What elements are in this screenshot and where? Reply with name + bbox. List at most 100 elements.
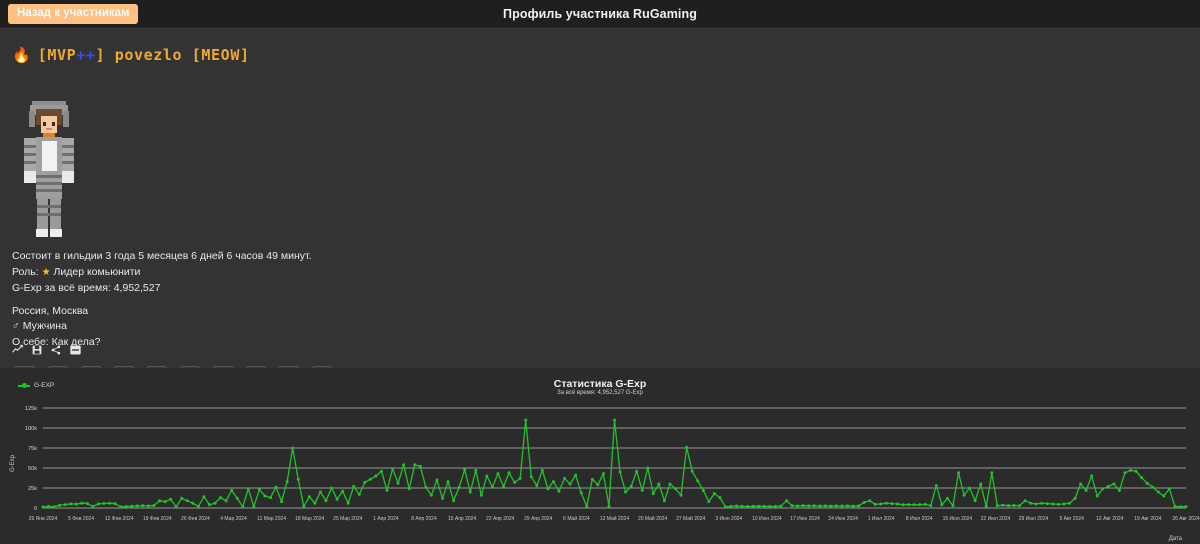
chart-data-point[interactable] bbox=[1079, 482, 1083, 486]
chart-data-point[interactable] bbox=[496, 472, 500, 476]
chart-data-point[interactable] bbox=[413, 463, 417, 467]
chart-legend[interactable]: G-EXP bbox=[18, 382, 54, 389]
chart-data-point[interactable] bbox=[74, 502, 78, 506]
chart-data-point[interactable] bbox=[1029, 501, 1033, 505]
chart-data-point[interactable] bbox=[490, 485, 494, 489]
chart-data-point[interactable] bbox=[518, 476, 522, 480]
chart-data-point[interactable] bbox=[790, 504, 794, 508]
chart-data-point[interactable] bbox=[1023, 499, 1027, 503]
save-icon[interactable] bbox=[32, 345, 42, 355]
chart-data-point[interactable] bbox=[529, 475, 533, 479]
chart-data-point[interactable] bbox=[468, 490, 472, 494]
chart-data-point[interactable] bbox=[995, 504, 999, 508]
chart-data-point[interactable] bbox=[1106, 484, 1110, 488]
chart-data-point[interactable] bbox=[1167, 487, 1171, 491]
chart-data-point[interactable] bbox=[807, 504, 811, 508]
chart-data-point[interactable] bbox=[1173, 504, 1177, 508]
chart-data-point[interactable] bbox=[1034, 502, 1038, 506]
chart-data-point[interactable] bbox=[884, 501, 888, 505]
chart-data-point[interactable] bbox=[1090, 474, 1094, 478]
chart-data-point[interactable] bbox=[280, 500, 284, 504]
chart-data-point[interactable] bbox=[1184, 505, 1188, 509]
chart-data-point[interactable] bbox=[934, 484, 938, 488]
chart-data-point[interactable] bbox=[224, 499, 228, 503]
chart-data-point[interactable] bbox=[1073, 496, 1077, 500]
chart-data-point[interactable] bbox=[735, 504, 739, 508]
chart-data-point[interactable] bbox=[768, 505, 772, 509]
chart-data-point[interactable] bbox=[235, 496, 239, 500]
chart-data-point[interactable] bbox=[1001, 503, 1005, 507]
chart-data-point[interactable] bbox=[418, 464, 422, 468]
chart-data-point[interactable] bbox=[707, 500, 711, 504]
chart-data-point[interactable] bbox=[268, 496, 272, 500]
chart-data-point[interactable] bbox=[1129, 468, 1133, 472]
chart-data-point[interactable] bbox=[130, 504, 134, 508]
chart-data-point[interactable] bbox=[890, 502, 894, 506]
chart-data-point[interactable] bbox=[119, 505, 123, 509]
chart-data-point[interactable] bbox=[574, 473, 578, 477]
chart-data-point[interactable] bbox=[1151, 485, 1155, 489]
chart-data-point[interactable] bbox=[296, 477, 300, 481]
chart-data-point[interactable] bbox=[457, 485, 461, 489]
chart-data-point[interactable] bbox=[962, 493, 966, 497]
chart-data-point[interactable] bbox=[146, 504, 150, 508]
chart-data-point[interactable] bbox=[945, 496, 949, 500]
chart-data-point[interactable] bbox=[551, 480, 555, 484]
chart-data-point[interactable] bbox=[563, 476, 567, 480]
chart-data-point[interactable] bbox=[202, 495, 206, 499]
chart-icon[interactable] bbox=[12, 344, 23, 355]
chart-data-point[interactable] bbox=[829, 504, 833, 508]
chart-data-point[interactable] bbox=[485, 474, 489, 478]
chart-data-point[interactable] bbox=[940, 503, 944, 507]
chart-data-point[interactable] bbox=[846, 504, 850, 508]
chart-data-point[interactable] bbox=[796, 504, 800, 508]
chart-data-point[interactable] bbox=[657, 482, 661, 486]
chart-data-point[interactable] bbox=[535, 484, 539, 488]
chart-data-point[interactable] bbox=[696, 479, 700, 483]
chart-data-point[interactable] bbox=[1095, 494, 1099, 498]
chart-data-point[interactable] bbox=[163, 500, 167, 504]
chart-data-point[interactable] bbox=[701, 488, 705, 492]
chart-data-point[interactable] bbox=[918, 503, 922, 507]
chart-data-point[interactable] bbox=[990, 471, 994, 475]
chart-data-point[interactable] bbox=[158, 499, 162, 503]
chart-data-point[interactable] bbox=[1040, 501, 1044, 505]
chart-data-point[interactable] bbox=[385, 488, 389, 492]
chart-data-point[interactable] bbox=[646, 466, 650, 470]
chart-data-point[interactable] bbox=[679, 493, 683, 497]
chart-data-point[interactable] bbox=[662, 499, 666, 503]
chart-data-point[interactable] bbox=[207, 503, 211, 507]
chart-data-point[interactable] bbox=[901, 503, 905, 507]
chart-data-point[interactable] bbox=[907, 503, 911, 507]
chart-data-point[interactable] bbox=[868, 499, 872, 503]
chart-data-point[interactable] bbox=[923, 502, 927, 506]
chart-data-point[interactable] bbox=[624, 490, 628, 494]
chart-data-point[interactable] bbox=[579, 491, 583, 495]
chart-data-point[interactable] bbox=[957, 471, 961, 475]
chart-data-point[interactable] bbox=[524, 418, 528, 422]
chart-plot-area[interactable]: 0 25k 50k 75k 100k 125k 29 Янв 2024 5 Фев 2024 1… bbox=[0, 368, 1200, 544]
chart-data-point[interactable] bbox=[352, 484, 356, 488]
chart-data-point[interactable] bbox=[357, 492, 361, 496]
chart-data-point[interactable] bbox=[568, 482, 572, 486]
chart-data-point[interactable] bbox=[219, 496, 223, 500]
chart-data-point[interactable] bbox=[374, 474, 378, 478]
chart-data-point[interactable] bbox=[1056, 502, 1060, 506]
chart-data-point[interactable] bbox=[712, 492, 716, 496]
chart-data-point[interactable] bbox=[169, 497, 173, 501]
chart-data-point[interactable] bbox=[723, 505, 727, 509]
chart-data-point[interactable] bbox=[513, 480, 517, 484]
chart-data-point[interactable] bbox=[441, 496, 444, 500]
chart-data-point[interactable] bbox=[180, 496, 184, 500]
chart-data-point[interactable] bbox=[690, 469, 694, 473]
chart-data-point[interactable] bbox=[1012, 503, 1016, 507]
chart-data-point[interactable] bbox=[613, 418, 616, 422]
chart-data-point[interactable] bbox=[135, 504, 139, 508]
chart-data-point[interactable] bbox=[52, 505, 56, 509]
chart-data-point[interactable] bbox=[324, 499, 328, 503]
chart-data-point[interactable] bbox=[1178, 505, 1182, 509]
chart-data-point[interactable] bbox=[773, 504, 777, 508]
chart-data-point[interactable] bbox=[1140, 476, 1144, 480]
chart-data-point[interactable] bbox=[746, 505, 750, 509]
chart-data-point[interactable] bbox=[557, 489, 561, 493]
